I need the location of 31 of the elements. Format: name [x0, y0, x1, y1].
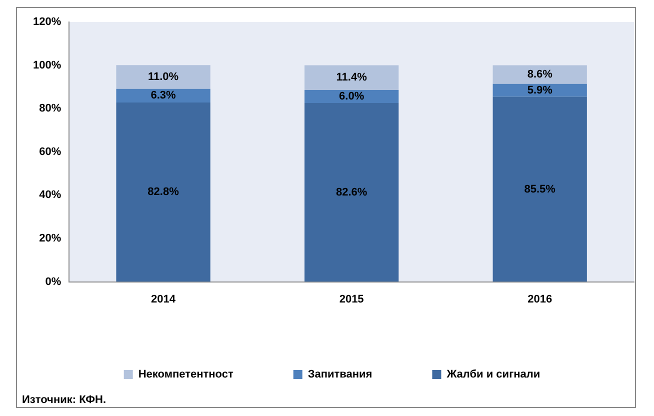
x-tick-label: 2014 [151, 293, 176, 306]
bar [304, 65, 399, 90]
y-tick-label: 80% [39, 102, 62, 115]
bar [304, 90, 399, 103]
bar [116, 102, 210, 282]
text: 11.0% [148, 71, 179, 84]
y-tick-label: 120% [32, 16, 62, 28]
text: 5.9% [527, 84, 552, 96]
x-tick-label: 2016 [528, 293, 552, 306]
bar [492, 96, 587, 282]
text: 82.8% [148, 186, 179, 198]
y-tick-label: 20% [39, 232, 62, 245]
text: 11.4% [336, 72, 367, 84]
bar [116, 65, 210, 89]
text: Източник: КФН. [22, 394, 106, 406]
text: 82.6% [336, 186, 368, 198]
bar [492, 65, 587, 84]
text: 6.3% [150, 90, 176, 102]
y-tick-label: 60% [39, 146, 62, 158]
bar [304, 102, 399, 282]
legend-label: Жалби и сигнали [446, 368, 540, 381]
text: 85.5% [524, 183, 556, 196]
legend-label: Некомпетентност [138, 368, 234, 381]
text: 8.6% [527, 68, 552, 81]
legend-label: Запитвания [308, 368, 372, 381]
y-tick-label: 40% [39, 189, 62, 202]
text: 6.0% [339, 90, 364, 103]
y-tick-label: 100% [32, 59, 62, 72]
x-tick-label: 2015 [339, 293, 364, 306]
y-tick-label: 0% [45, 276, 62, 288]
bar [116, 88, 210, 103]
